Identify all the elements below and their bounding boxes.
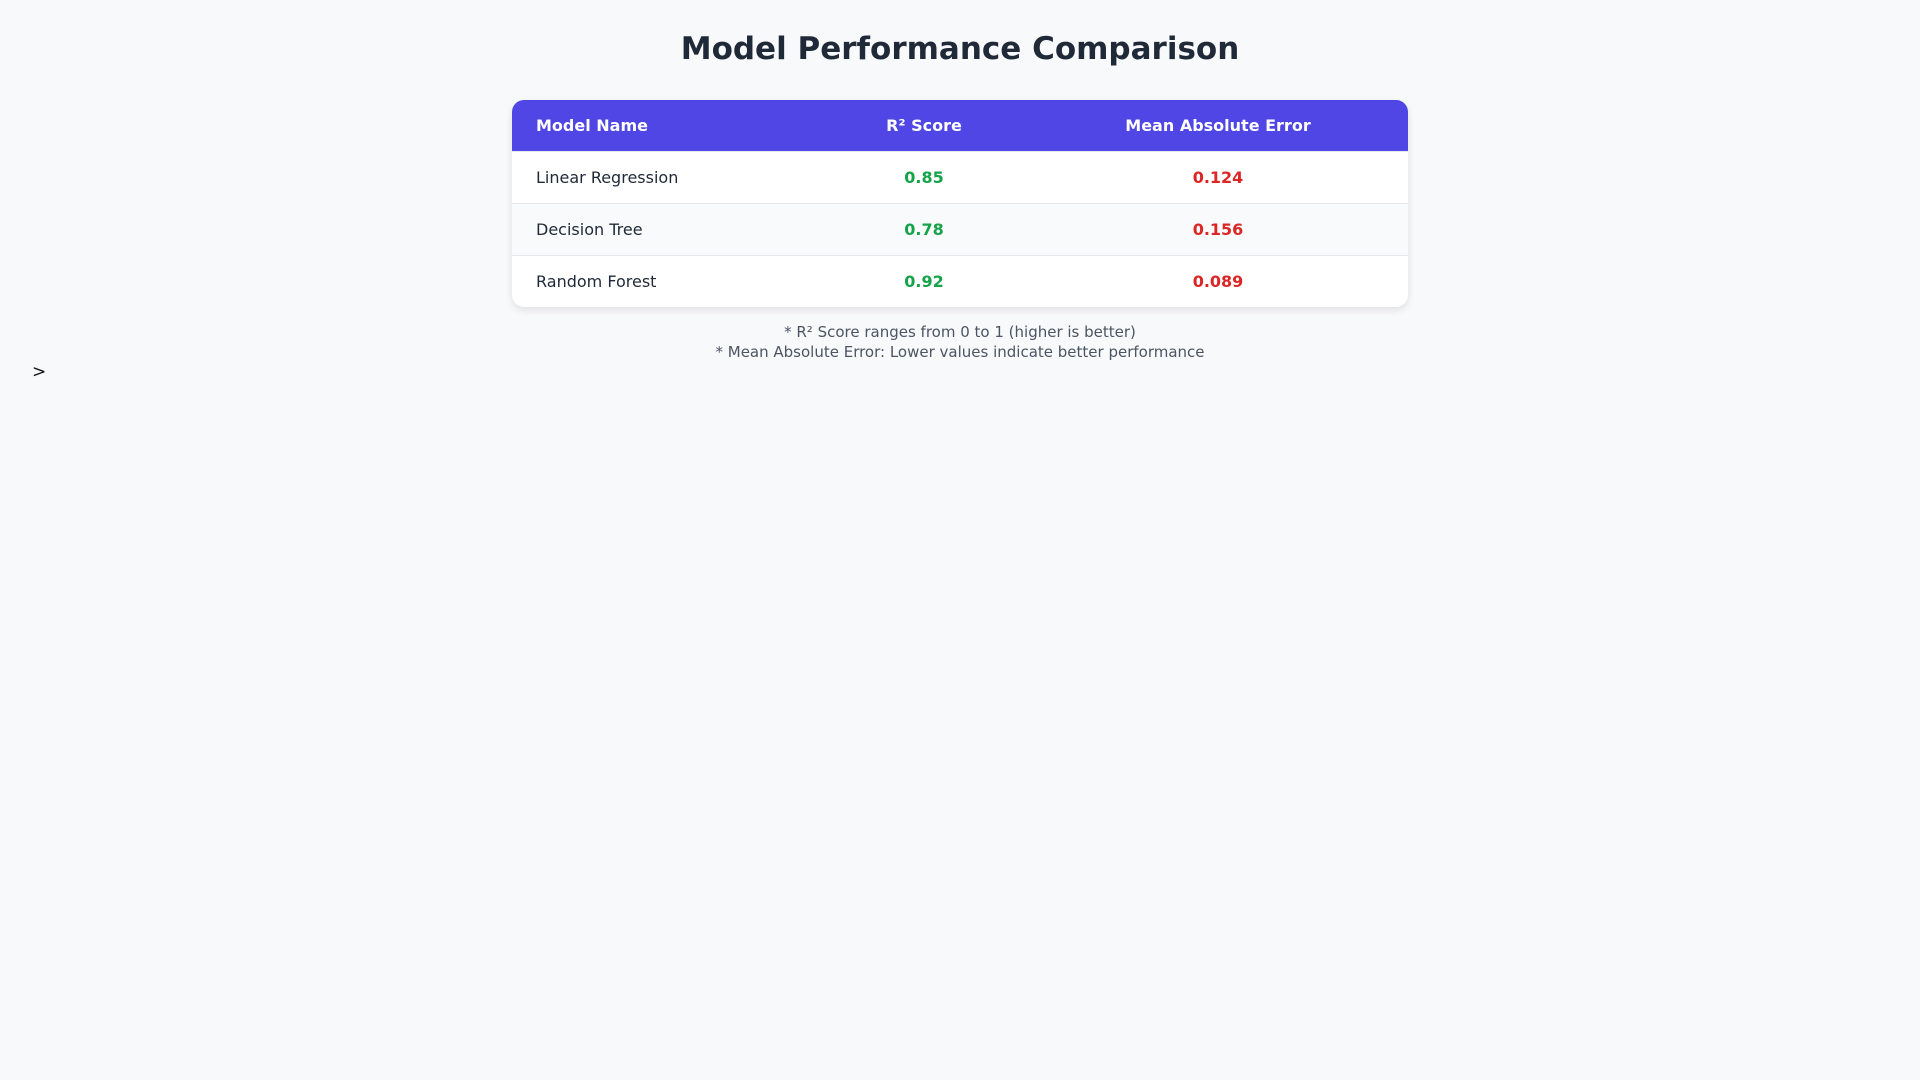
table-row: Decision Tree 0.78 0.156	[512, 203, 1408, 256]
table-row: Random Forest 0.92 0.089	[512, 255, 1408, 307]
header-cell: Mean Absolute Error	[1028, 100, 1408, 152]
table-body: Linear Regression 0.85 0.124 Decision Tr…	[512, 151, 1408, 307]
footnote: * R² Score ranges from 0 to 1 (higher is…	[784, 323, 1136, 341]
page-title: Model Performance Comparison	[680, 31, 1240, 67]
r2-score: 0.92	[820, 255, 1028, 307]
mae-value: 0.089	[1028, 255, 1408, 307]
header-cell: R² Score	[820, 100, 1028, 152]
table-row: Linear Regression 0.85 0.124	[512, 151, 1408, 204]
footnote: * Mean Absolute Error: Lower values indi…	[715, 343, 1205, 361]
table-header: Model Name R² Score Mean Absolute Error	[512, 100, 1408, 152]
mae-value: 0.124	[1028, 151, 1408, 204]
header-row: Model Name R² Score Mean Absolute Error	[512, 100, 1408, 152]
stray-text: >	[32, 362, 47, 382]
header-cell: Model Name	[512, 100, 820, 152]
r2-score: 0.85	[820, 151, 1028, 204]
model-name: Random Forest	[512, 255, 820, 307]
table-card: Model Name R² Score Mean Absolute Error …	[512, 100, 1408, 307]
mae-value: 0.156	[1028, 203, 1408, 256]
r2-score: 0.78	[820, 203, 1028, 256]
footnotes: * R² Score ranges from 0 to 1 (higher is…	[0, 322, 1920, 362]
performance-table: Model Name R² Score Mean Absolute Error …	[512, 100, 1408, 307]
model-name: Linear Regression	[512, 151, 820, 204]
model-name: Decision Tree	[512, 203, 820, 256]
